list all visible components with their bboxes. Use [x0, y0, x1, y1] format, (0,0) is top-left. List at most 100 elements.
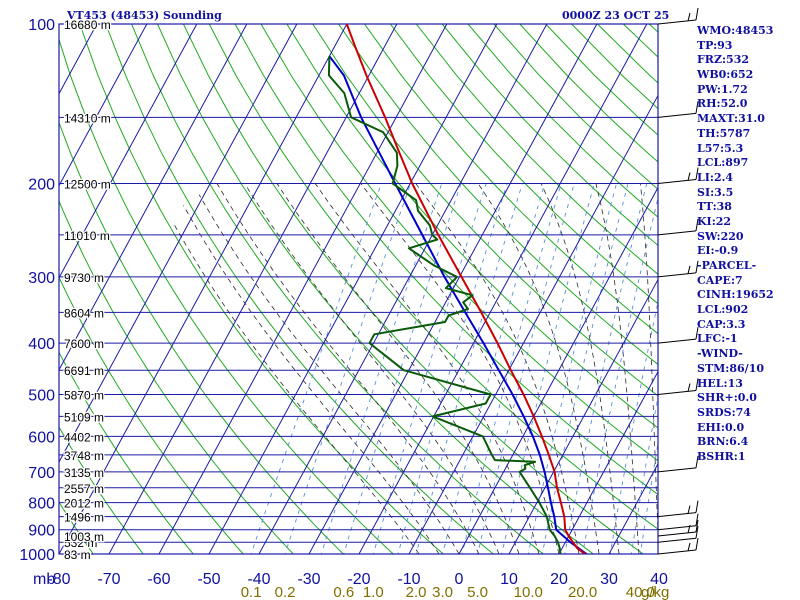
moist-adiabat [174, 225, 420, 554]
wind-barb-staff [657, 389, 697, 395]
pressure-tick-label: 600 [28, 429, 55, 446]
index-item: CINH:19652 [697, 288, 774, 302]
temperature-tick-label: 10 [500, 571, 518, 588]
dry-adiabat [415, 24, 658, 275]
temperature-tick-label: -30 [297, 571, 320, 588]
wind-barb-flag [695, 519, 699, 533]
parcel-path-line [328, 55, 588, 554]
wind-barb-staff [657, 272, 697, 278]
pressure-tick-label: 200 [28, 177, 55, 194]
wind-barb-flag [695, 513, 699, 526]
height-label: 532 m [64, 536, 97, 550]
isotherm [208, 24, 498, 554]
index-item: SW:220 [697, 229, 744, 243]
temperature-tick-label: -60 [147, 571, 170, 588]
wind-barb-staff [657, 179, 697, 185]
wind-barb [657, 101, 699, 118]
pressure-tick-label: 400 [28, 336, 55, 353]
index-item: -PARCEL- [697, 259, 757, 272]
wind-barb-flag [695, 167, 699, 180]
index-item: SHR+:0.0 [697, 391, 757, 405]
dry-adiabat [59, 501, 94, 554]
mixing-ratio-line [477, 183, 575, 554]
dry-adiabat [234, 24, 658, 496]
mixing-ratio-line [397, 183, 508, 554]
index-item: BRN:6.4 [697, 435, 749, 449]
isotherm [258, 24, 548, 554]
index-item: PW:1.72 [697, 82, 748, 96]
wind-barb [657, 260, 699, 278]
moist-adiabat [276, 183, 520, 554]
wind-barb-flag [687, 265, 691, 274]
isotherm [59, 24, 198, 279]
wind-barb [657, 378, 699, 395]
wind-barb-staff [657, 512, 697, 518]
dry-adiabat [390, 24, 658, 305]
index-item: BSHR:1 [697, 449, 746, 463]
height-label: 83 m [64, 548, 91, 562]
mixing-ratio-line [372, 183, 487, 554]
index-item: RH:52.0 [697, 97, 748, 111]
dewpoint-profile-line [327, 56, 562, 554]
mixing-ratio-label: 5.0 [467, 584, 488, 600]
index-item: MAXT:31.0 [697, 112, 765, 126]
sounding-time: 0000Z 23 OCT 25 [562, 9, 670, 22]
temperature-tick-label: -70 [97, 571, 120, 588]
dry-adiabat [59, 38, 395, 554]
height-label: 11010 m [64, 229, 110, 243]
isotherm [59, 24, 148, 187]
height-label: 4402 m [64, 430, 104, 444]
isotherm [59, 24, 248, 371]
wind-barb-staff [657, 531, 697, 537]
dry-adiabat [59, 276, 244, 554]
mixing-ratio-label: 40.0 [626, 584, 655, 600]
moist-adiabat [477, 183, 600, 554]
temperature-tick-label: 20 [550, 571, 568, 588]
pressure-tick-label: 500 [28, 387, 55, 404]
temperature-tick-label: 0 [455, 571, 464, 588]
wind-barb-flag [687, 12, 691, 22]
isotherm [108, 24, 398, 554]
pressure-tick-label: 800 [28, 496, 55, 513]
dry-adiabat [338, 24, 658, 366]
index-item: TH:5787 [697, 126, 751, 140]
mixing-ratio-line [250, 183, 382, 554]
dry-adiabat [312, 24, 658, 397]
mixing-ratio-line [343, 183, 462, 554]
index-item: CAPE:7 [697, 273, 743, 287]
wind-barb-flag [695, 7, 699, 21]
wind-barb-staff [657, 467, 697, 473]
wind-barb [657, 218, 699, 236]
height-label: 5870 m [64, 388, 104, 402]
index-item: EHI:0.0 [697, 420, 745, 434]
dry-adiabat [260, 24, 658, 462]
height-label: 3135 m [64, 466, 104, 480]
mixing-ratio-label: 1.0 [363, 584, 384, 600]
dry-adiabat [79, 24, 445, 554]
station-title: VT453 (48453) Sounding [67, 9, 222, 22]
mixing-ratio-line [320, 183, 443, 554]
mixing-ratio-line [630, 394, 658, 554]
wind-barb-flag [695, 101, 699, 114]
index-item: HEL:13 [697, 376, 743, 390]
wind-barb-flag [695, 378, 699, 391]
wind-barb [657, 537, 699, 555]
stability-indices-panel: WMO:48453 TP:93 FRZ:532 WB0:652 PW:1.72 RH:52… [697, 24, 774, 465]
wind-barb [657, 7, 699, 25]
height-label: 12500 m [64, 178, 111, 192]
dry-adiabat [182, 24, 645, 554]
dry-adiabat [157, 24, 595, 554]
wind-barb-staff [657, 230, 697, 236]
dry-adiabat [59, 351, 194, 554]
height-label: 5109 m [64, 410, 104, 424]
mixing-ratio-line [541, 183, 629, 554]
isotherm [608, 462, 658, 554]
index-item: TT:38 [697, 200, 732, 214]
dry-adiabat [441, 24, 658, 247]
isotherm [558, 370, 658, 554]
pressure-unit-label: mb [33, 571, 55, 588]
index-item: LFC:-1 [697, 332, 738, 346]
wind-barb-staff [657, 525, 697, 531]
index-item: FRZ:532 [697, 53, 750, 67]
wind-barb-staff [657, 112, 697, 118]
